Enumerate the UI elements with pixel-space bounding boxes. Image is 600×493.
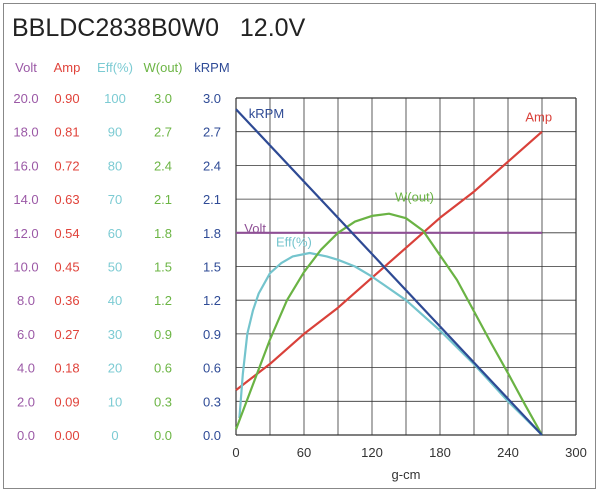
y-tick-label: 100	[104, 91, 126, 106]
x-tick-label: 120	[361, 445, 383, 460]
y-tick-label: 1.8	[154, 226, 172, 241]
series-line-amp	[235, 130, 543, 391]
y-tick-label: 0.00	[54, 428, 79, 443]
y-tick-label: 2.4	[154, 158, 172, 173]
x-tick-label: 60	[297, 445, 311, 460]
y-tick-label: 30	[108, 327, 122, 342]
y-tick-label: 8.0	[17, 293, 35, 308]
y-tick-label: 12.0	[13, 226, 38, 241]
y-tick-label: 0.09	[54, 394, 79, 409]
y-tick-label: 18.0	[13, 125, 38, 140]
chart-title: BBLDC2838B0W0 12.0V	[12, 14, 305, 43]
y-tick-label: 2.0	[17, 394, 35, 409]
y-tick-label: 70	[108, 192, 122, 207]
x-tick-label: 180	[429, 445, 451, 460]
y-tick-label: 2.1	[154, 192, 172, 207]
series-label-krpm: kRPM	[249, 106, 284, 121]
y-tick-label: 0.63	[54, 192, 79, 207]
y-tick-label: 0.81	[54, 125, 79, 140]
x-axis-label: g-cm	[392, 467, 421, 482]
y-tick-label: 0.36	[54, 293, 79, 308]
y-tick-label: 0.9	[154, 327, 172, 342]
y-tick-label: 0	[111, 428, 118, 443]
y-tick-label: 0.6	[203, 361, 221, 376]
y-tick-label: 1.5	[203, 260, 221, 275]
series-label-amp: Amp	[525, 110, 552, 125]
y-tick-label: 0.18	[54, 361, 79, 376]
y-tick-label: 1.5	[154, 260, 172, 275]
y-tick-label: 6.0	[17, 327, 35, 342]
x-tick-label: 0	[232, 445, 239, 460]
series-line-eff	[238, 251, 543, 436]
axis-header-amp: Amp	[54, 60, 81, 75]
y-tick-label: 1.2	[203, 293, 221, 308]
series-line-krpm	[235, 108, 543, 436]
y-tick-label: 0.45	[54, 260, 79, 275]
y-tick-label: 90	[108, 125, 122, 140]
y-tick-label: 10.0	[13, 260, 38, 275]
y-tick-label: 20.0	[13, 91, 38, 106]
y-tick-label: 20	[108, 361, 122, 376]
y-tick-label: 2.7	[154, 125, 172, 140]
y-tick-label: 1.8	[203, 226, 221, 241]
y-tick-label: 0.6	[154, 361, 172, 376]
y-tick-label: 0.3	[203, 394, 221, 409]
y-tick-label: 50	[108, 260, 122, 275]
y-tick-label: 0.54	[54, 226, 79, 241]
y-tick-label: 3.0	[154, 91, 172, 106]
series-label-volt: Volt	[244, 221, 266, 236]
x-tick-label: 240	[497, 445, 519, 460]
y-tick-label: 0.9	[203, 327, 221, 342]
y-tick-label: 0.27	[54, 327, 79, 342]
model-name: BBLDC2838B0W0	[12, 14, 220, 42]
series-line-wout	[234, 212, 543, 436]
axis-header-volt: Volt	[15, 60, 37, 75]
y-tick-label: 2.7	[203, 125, 221, 140]
voltage-label: 12.0V	[239, 14, 306, 42]
y-tick-label: 80	[108, 158, 122, 173]
chart-frame	[3, 3, 596, 489]
y-tick-label: 0.72	[54, 158, 79, 173]
axis-header-eff: Eff(%)	[97, 60, 133, 75]
y-tick-label: 14.0	[13, 192, 38, 207]
y-tick-label: 0.0	[154, 428, 172, 443]
y-tick-label: 0.90	[54, 91, 79, 106]
y-tick-label: 40	[108, 293, 122, 308]
y-tick-label: 4.0	[17, 361, 35, 376]
y-tick-label: 3.0	[203, 91, 221, 106]
y-tick-label: 16.0	[13, 158, 38, 173]
y-tick-label: 60	[108, 226, 122, 241]
series-label-eff: Eff(%)	[276, 234, 312, 249]
series-label-wout: W(out)	[395, 189, 434, 204]
y-tick-label: 10	[108, 394, 122, 409]
y-tick-label: 2.4	[203, 158, 221, 173]
y-tick-label: 1.2	[154, 293, 172, 308]
y-tick-label: 2.1	[203, 192, 221, 207]
y-tick-label: 0.0	[203, 428, 221, 443]
axis-header-krpm: kRPM	[194, 60, 229, 75]
y-tick-label: 0.3	[154, 394, 172, 409]
axis-header-wout: W(out)	[144, 60, 183, 75]
y-tick-label: 0.0	[17, 428, 35, 443]
x-tick-label: 300	[565, 445, 587, 460]
